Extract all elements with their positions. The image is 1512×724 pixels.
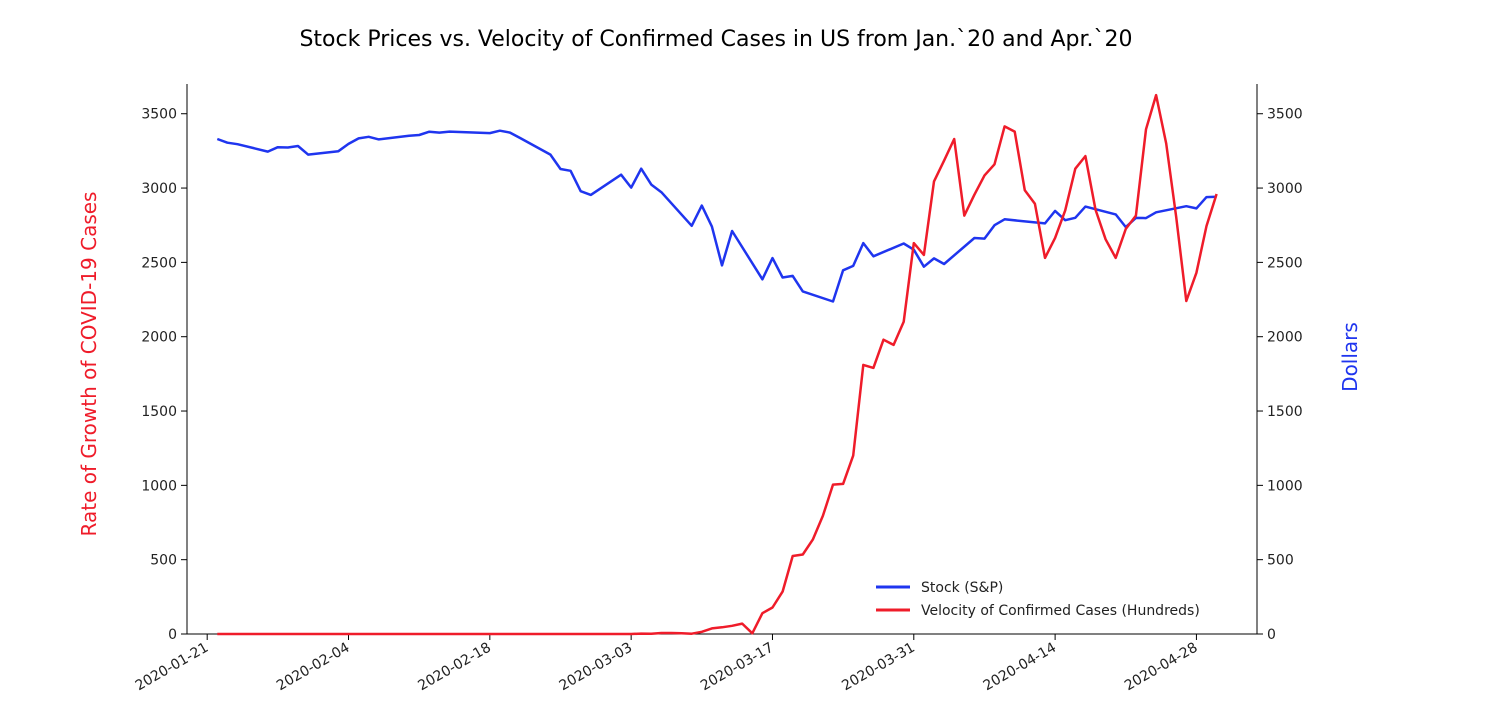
x-tick-label: 2020-03-03 [557, 640, 635, 695]
right-tick-label: 1000 [1267, 478, 1303, 494]
legend-label-stock: Stock (S&P) [921, 580, 1003, 596]
left-axis-ticks: 0 500 1000 1500 2000 2500 3000 3500 [141, 107, 187, 643]
stock-line [216, 129, 1217, 303]
left-tick-label: 0 [168, 627, 177, 643]
chart-title: Stock Prices vs. Velocity of Confirmed C… [299, 27, 1132, 52]
x-tick-label: 2020-03-31 [839, 640, 917, 695]
right-tick-label: 3000 [1267, 181, 1303, 197]
x-tick-label: 2020-03-17 [698, 640, 776, 695]
right-tick-label: 2000 [1267, 330, 1303, 346]
velocity-line [217, 93, 1218, 636]
left-tick-label: 3000 [141, 181, 177, 197]
right-tick-label: 1500 [1267, 404, 1303, 420]
legend-label-velocity: Velocity of Confirmed Cases (Hundreds) [921, 603, 1200, 619]
left-tick-label: 3500 [141, 107, 177, 123]
x-tick-label: 2020-04-14 [981, 640, 1060, 695]
legend: Stock (S&P) Velocity of Confirmed Cases … [876, 580, 1200, 619]
x-axis-ticks: 2020-01-21 2020-02-04 2020-02-18 2020-03-03… [133, 634, 1200, 695]
x-tick-label: 2020-02-18 [415, 640, 493, 695]
series-layer [216, 93, 1218, 636]
left-tick-label: 1000 [141, 478, 177, 494]
left-axis-label: Rate of Growth of COVID-19 Cases [77, 192, 101, 537]
left-tick-label: 2000 [141, 330, 177, 346]
left-tick-label: 500 [150, 553, 177, 569]
right-tick-label: 0 [1267, 627, 1276, 643]
right-tick-label: 2500 [1267, 255, 1303, 271]
left-tick-label: 2500 [141, 255, 177, 271]
right-tick-label: 3500 [1267, 107, 1303, 123]
x-tick-label: 2020-01-21 [133, 640, 211, 695]
x-tick-label: 2020-02-04 [274, 640, 353, 695]
left-tick-label: 1500 [141, 404, 177, 420]
right-axis-ticks: 0 500 1000 1500 2000 2500 3000 3500 [1257, 107, 1303, 643]
right-axis-label: Dollars [1338, 322, 1362, 392]
right-tick-label: 500 [1267, 553, 1294, 569]
x-tick-label: 2020-04-28 [1122, 640, 1200, 695]
